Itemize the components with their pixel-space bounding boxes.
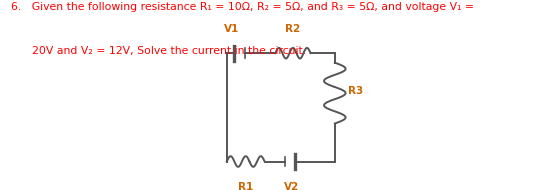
Text: 6.   Given the following resistance R₁ = 10Ω, R₂ = 5Ω, and R₃ = 5Ω, and voltage : 6. Given the following resistance R₁ = 1… [11,2,474,12]
Text: R3: R3 [348,86,363,96]
Text: R2: R2 [285,24,301,34]
Text: R1: R1 [238,182,253,190]
Text: V2: V2 [284,182,299,190]
Text: V1: V1 [224,24,239,34]
Text: 20V and V₂ = 12V, Solve the current in the circuit.: 20V and V₂ = 12V, Solve the current in t… [11,46,306,56]
